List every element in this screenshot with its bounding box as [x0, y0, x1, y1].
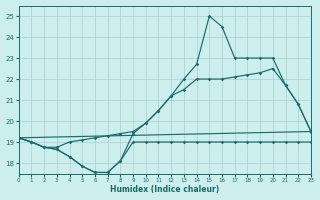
X-axis label: Humidex (Indice chaleur): Humidex (Indice chaleur) [110, 185, 220, 194]
